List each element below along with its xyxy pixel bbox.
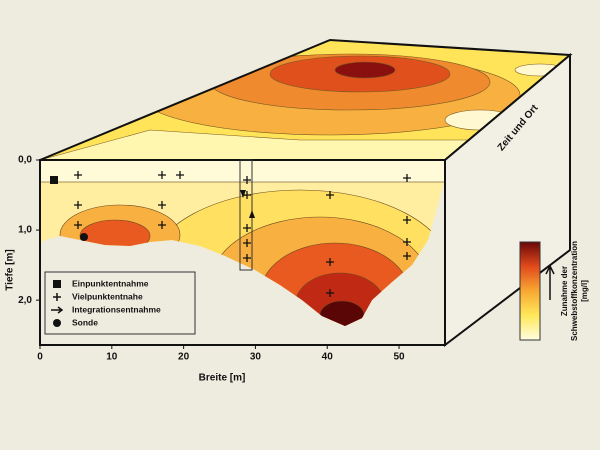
sample-point (158, 221, 166, 229)
x-axis-label: Breite [m] (199, 373, 246, 384)
x-tick-label: 40 (322, 352, 334, 363)
legend-symbol (53, 319, 61, 327)
legend-symbol (53, 293, 61, 301)
sample-point (243, 176, 251, 184)
integration-marker (240, 190, 246, 198)
sample-point (403, 252, 411, 260)
colorbar-label: Zunahme der Schwebstoffkonzentration [mg/l… (560, 241, 589, 341)
y-tick-label: 0,0 (18, 155, 32, 166)
sample-point (403, 216, 411, 224)
sample-point (326, 191, 334, 199)
legend-symbol (51, 306, 64, 314)
x-tick-label: 20 (178, 352, 190, 363)
sample-point (50, 176, 58, 184)
integration-marker (249, 210, 255, 218)
sample-point (243, 239, 251, 247)
sample-point (74, 201, 82, 209)
legend-label: Integrationsentnahme (72, 304, 161, 314)
sample-point (158, 171, 166, 179)
sample-point (243, 224, 251, 232)
sample-point (403, 238, 411, 246)
probe-point (80, 233, 88, 241)
colorbar-label-line: [mg/l] (580, 280, 589, 302)
y-tick-label: 2,0 (18, 295, 32, 306)
sample-point (74, 221, 82, 229)
legend-label: Einpunktentnahme (72, 278, 149, 288)
sample-point (243, 191, 251, 199)
legend-box (44, 271, 196, 335)
sample-point (176, 171, 184, 179)
sample-point (74, 171, 82, 179)
y-axis-label: Tiefe [m] (5, 249, 16, 291)
colorbar-label-line: Zunahme der (560, 266, 569, 316)
legend-label: Sonde (72, 317, 98, 327)
sample-point (326, 289, 334, 297)
x-tick-label: 50 (393, 352, 405, 363)
legend-symbol (53, 280, 61, 288)
sample-point (403, 174, 411, 182)
x-tick-label: 30 (250, 352, 262, 363)
colorbar-arrow (545, 264, 555, 300)
y-tick-label: 1,0 (18, 225, 32, 236)
sample-point (243, 254, 251, 262)
colorbar-label-line: Schwebstoffkonzentration (570, 241, 579, 341)
sample-point (158, 201, 166, 209)
x-tick-label: 0 (37, 352, 43, 363)
x-tick-label: 10 (106, 352, 118, 363)
legend-label: Vielpunktentnahe (72, 291, 143, 301)
sample-point (326, 258, 334, 266)
colorbar (519, 241, 541, 341)
